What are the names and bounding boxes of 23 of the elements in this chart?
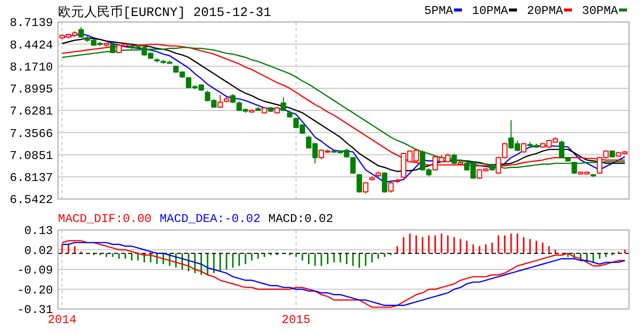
legend-label: 30PMA <box>582 4 619 18</box>
legend-label: 20PMA <box>527 4 564 18</box>
y-tick-label: 6.8137 <box>10 171 53 186</box>
legend-label: 10PMA <box>472 4 509 18</box>
y-tick-label: 7.8995 <box>10 82 53 97</box>
y-tick-label: 7.3566 <box>10 126 53 141</box>
y-tick-label: 7.6281 <box>10 104 53 119</box>
text: MACD:0.02 <box>268 212 334 226</box>
y-tick-label: 7.0851 <box>10 148 53 163</box>
chart-title: 欧元人民币[EURCNY] 2015-12-31 <box>58 5 272 20</box>
y-tick-label: 8.7139 <box>10 16 53 30</box>
x-tick-label: 2015 <box>282 313 310 327</box>
y-tick-label: 0.02 <box>24 244 53 258</box>
y-tick-label: 0.13 <box>24 224 53 238</box>
text: MACD_DEA:-0.02 <box>160 212 260 226</box>
y-tick-label: 8.1710 <box>10 60 53 74</box>
y-tick-label: 6.5422 <box>10 193 53 208</box>
x-tick-label: 2014 <box>48 313 77 327</box>
y-tick-label: 8.4424 <box>10 38 53 52</box>
y-tick-label: -0.09 <box>16 264 53 278</box>
legend-label: 5PMA <box>424 4 454 18</box>
series-label: MACD_DIF:0.00 <box>58 212 152 226</box>
y-tick-label: -0.20 <box>16 283 53 298</box>
